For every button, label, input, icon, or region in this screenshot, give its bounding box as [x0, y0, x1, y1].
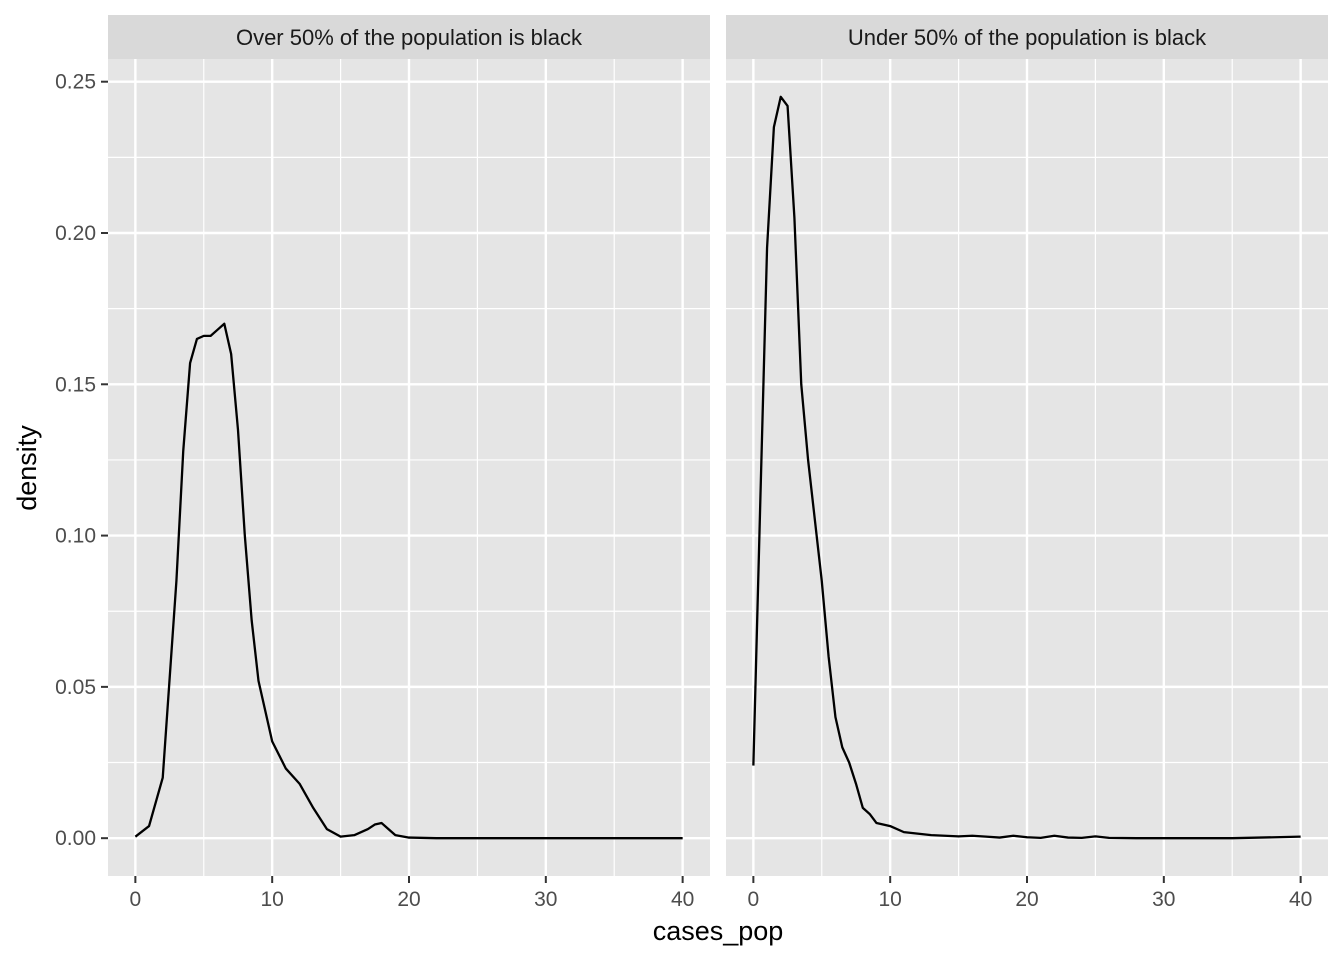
y-tick-label: 0.20: [55, 222, 96, 245]
x-axis-title: cases_pop: [653, 916, 784, 946]
x-tick-label: 40: [1289, 888, 1312, 911]
x-tick-label: 30: [534, 888, 557, 911]
facet-strip-label: Under 50% of the population is black: [848, 25, 1207, 50]
x-tick-label: 0: [748, 888, 760, 911]
density-line: [134, 322, 683, 840]
x-tick-label: 20: [1015, 888, 1038, 911]
facet-strip-label: Over 50% of the population is black: [236, 25, 583, 50]
facet-strip: [108, 15, 710, 59]
facet-strip: [726, 15, 1328, 59]
y-tick-label: 0.10: [55, 525, 96, 548]
x-tick-label: 30: [1152, 888, 1175, 911]
y-tick-label: 0.00: [55, 827, 96, 850]
x-tick-label: 0: [130, 888, 142, 911]
y-tick-label: 0.15: [55, 373, 96, 396]
y-axis-title: density: [12, 425, 42, 511]
y-tick-label: 0.25: [55, 71, 96, 94]
facet-panel-2: Under 50% of the population is black 0 10 2…: [726, 15, 1328, 911]
x-tick-label: 10: [879, 888, 902, 911]
x-tick-label: 40: [671, 888, 694, 911]
y-tick-label: 0.05: [55, 676, 96, 699]
x-tick-label: 20: [397, 888, 420, 911]
density-line: [752, 95, 1301, 840]
x-tick-label: 10: [261, 888, 284, 911]
facet-panel-1: Over 50% of the population is black 0 10 20…: [108, 15, 710, 911]
